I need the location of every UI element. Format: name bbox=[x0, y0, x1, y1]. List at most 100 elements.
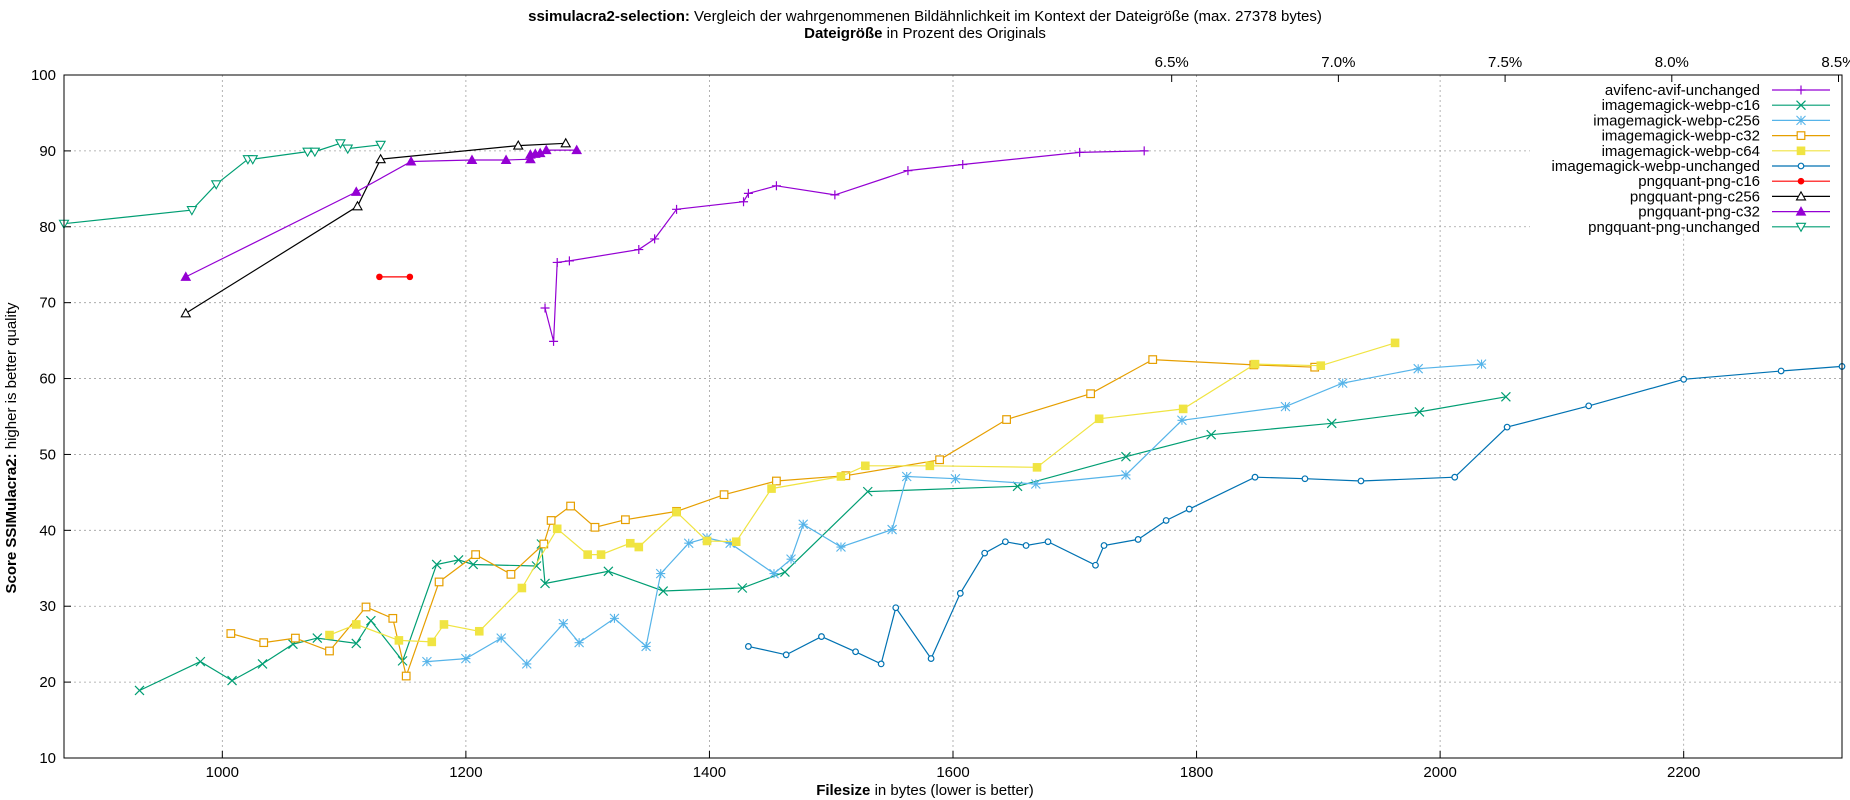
data-point bbox=[782, 651, 790, 659]
data-point bbox=[227, 675, 237, 686]
legend-swatch-marker bbox=[1795, 206, 1807, 216]
data-point bbox=[434, 577, 444, 587]
series-imagemagick-webp-c32 bbox=[226, 355, 1320, 681]
data-point bbox=[767, 484, 776, 493]
data-point bbox=[186, 206, 198, 216]
y-axis-label: Score SSIMulacra2: higher is better qual… bbox=[3, 302, 20, 593]
data-point bbox=[471, 550, 481, 560]
series-imagemagick-webp-unchanged bbox=[745, 363, 1846, 668]
data-point bbox=[672, 204, 682, 214]
y-axis-label-rest: higher is better quality bbox=[3, 302, 20, 449]
data-point bbox=[1390, 338, 1400, 348]
legend-label: pngquant-png-c256 bbox=[1630, 188, 1760, 205]
series-pngquant-png-unchanged bbox=[58, 139, 387, 230]
x-tick-label: 1000 bbox=[206, 764, 239, 781]
data-point bbox=[335, 139, 346, 149]
data-point bbox=[361, 602, 371, 612]
x-axis-label: Filesize in bytes (lower is better) bbox=[816, 782, 1034, 799]
data-point bbox=[540, 144, 552, 155]
data-point bbox=[302, 147, 314, 158]
data-point bbox=[625, 538, 635, 548]
data-point bbox=[927, 655, 935, 662]
data-point bbox=[596, 550, 606, 559]
data-point bbox=[540, 303, 550, 313]
data-point bbox=[641, 641, 652, 652]
data-point bbox=[309, 147, 321, 158]
y-tick-label: 100 bbox=[31, 67, 56, 84]
chart-title-bold: ssimulacra2-selection: bbox=[528, 8, 690, 25]
data-point bbox=[1185, 505, 1193, 513]
x-tick-label: 2000 bbox=[1423, 764, 1456, 781]
y-tick-label: 30 bbox=[39, 598, 56, 615]
data-point bbox=[1777, 367, 1785, 375]
series-line bbox=[185, 142, 566, 314]
x-tick-label: 1800 bbox=[1180, 764, 1213, 781]
data-point bbox=[259, 638, 269, 648]
data-point bbox=[517, 583, 527, 593]
data-point bbox=[549, 336, 559, 346]
series-line bbox=[139, 396, 1507, 692]
data-point bbox=[496, 633, 507, 643]
data-point bbox=[210, 180, 222, 190]
legend-swatch-marker bbox=[1796, 100, 1806, 111]
data-point bbox=[1316, 361, 1326, 370]
data-point bbox=[134, 685, 145, 696]
data-point bbox=[702, 536, 712, 546]
legend-label: imagemagick-webp-c32 bbox=[1602, 128, 1760, 145]
data-point bbox=[1414, 407, 1425, 417]
legend-entry: imagemagick-webp-c32 bbox=[1602, 128, 1830, 145]
data-point bbox=[739, 197, 749, 207]
x2-tick-label: 7.5% bbox=[1488, 54, 1522, 71]
data-point bbox=[1162, 517, 1170, 524]
x2-tick-label: 8.5% bbox=[1821, 54, 1850, 71]
legend-swatch-marker bbox=[1796, 131, 1806, 141]
data-point bbox=[1503, 423, 1511, 431]
data-point bbox=[558, 618, 569, 629]
data-point bbox=[460, 653, 471, 664]
data-point bbox=[552, 257, 562, 267]
data-point bbox=[352, 200, 363, 211]
y-tick-label: 50 bbox=[39, 446, 56, 463]
data-point bbox=[1451, 473, 1459, 481]
data-point bbox=[1100, 542, 1108, 549]
data-point bbox=[836, 542, 846, 552]
data-point bbox=[1044, 538, 1052, 546]
data-point bbox=[743, 188, 753, 198]
x2-tick-label: 6.5% bbox=[1155, 54, 1189, 71]
data-point bbox=[401, 671, 411, 681]
legend-label: avifenc-avif-unchanged bbox=[1605, 82, 1760, 99]
data-point bbox=[574, 637, 585, 648]
data-point bbox=[1250, 359, 1260, 369]
series-line bbox=[329, 342, 1396, 643]
data-point bbox=[500, 154, 512, 164]
data-point bbox=[950, 473, 961, 484]
data-point bbox=[861, 461, 870, 471]
chart-title-rest: Vergleich der wahrgenommenen Bildähnlich… bbox=[694, 8, 1322, 25]
data-point bbox=[365, 615, 376, 626]
data-point bbox=[564, 256, 574, 266]
data-point bbox=[350, 186, 362, 196]
y-tick-label: 40 bbox=[39, 522, 56, 539]
data-point bbox=[877, 660, 885, 668]
legend-label: pngquant-png-unchanged bbox=[1588, 219, 1760, 236]
y-tick-label: 60 bbox=[39, 371, 56, 388]
data-point bbox=[1500, 391, 1511, 402]
data-point bbox=[745, 643, 752, 650]
data-point bbox=[388, 613, 398, 623]
data-point bbox=[892, 604, 900, 612]
data-point bbox=[1032, 463, 1042, 472]
legend-entry: pngquant-png-c16 bbox=[1638, 173, 1830, 190]
data-point bbox=[406, 273, 414, 281]
legend-label: imagemagick-webp-c64 bbox=[1602, 143, 1760, 160]
y-tick-label: 90 bbox=[39, 143, 56, 160]
data-point bbox=[836, 472, 846, 481]
data-point bbox=[1121, 470, 1131, 480]
series-imagemagick-webp-c256 bbox=[422, 359, 1487, 669]
data-point bbox=[1092, 561, 1099, 569]
legend-swatch-marker bbox=[1796, 146, 1806, 156]
data-point bbox=[226, 629, 236, 638]
legend-entry: imagemagick-webp-c16 bbox=[1602, 97, 1830, 114]
data-point bbox=[658, 586, 669, 596]
data-point bbox=[257, 658, 268, 669]
data-point bbox=[1476, 359, 1487, 370]
